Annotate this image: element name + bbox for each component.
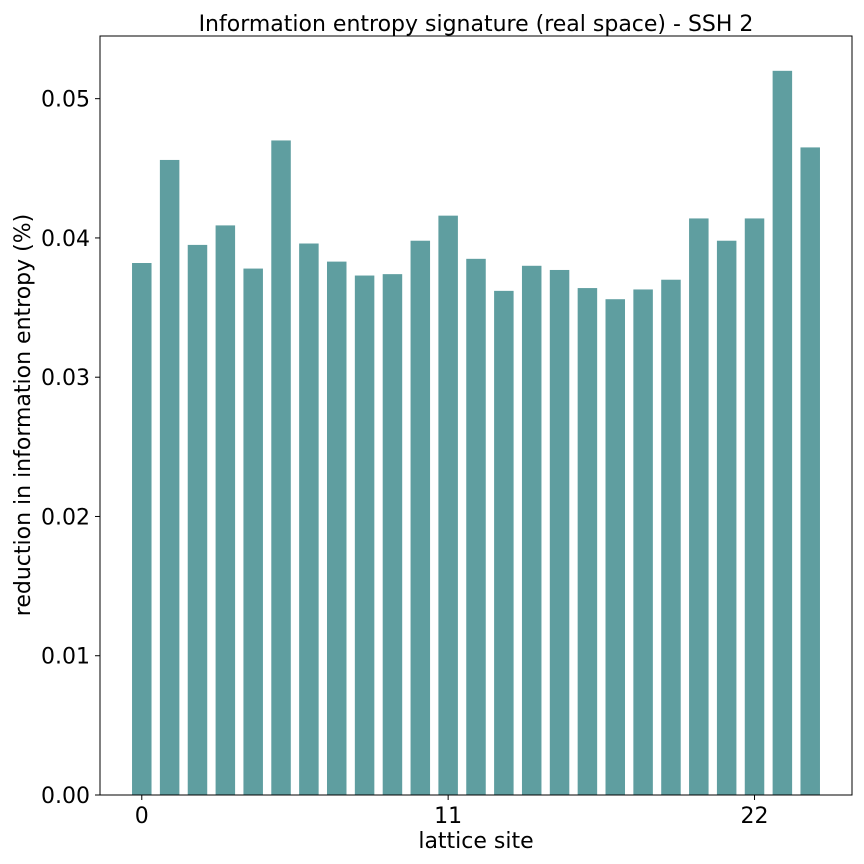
y-tick-label: 0.02 <box>41 505 90 530</box>
y-axis-ticks: 0.00 0.01 0.02 0.03 0.04 0.05 <box>41 88 100 809</box>
bar-site-4 <box>243 268 263 795</box>
bar-site-1 <box>159 159 180 795</box>
y-tick-label: 0.05 <box>41 88 90 113</box>
x-tick-label: 11 <box>434 804 462 829</box>
bar-site-22 <box>744 218 765 795</box>
x-tick-label: 0 <box>135 804 149 829</box>
bar-site-18 <box>633 289 653 795</box>
y-tick-label: 0.03 <box>41 366 90 391</box>
bar-site-5 <box>271 140 291 795</box>
bar-site-6 <box>299 243 319 795</box>
bar-site-0 <box>132 263 152 795</box>
y-tick-label: 0.01 <box>41 645 90 670</box>
bar-site-14 <box>521 265 542 795</box>
bar-site-16 <box>577 288 598 795</box>
bar-site-23 <box>772 70 793 795</box>
x-axis-title: lattice site <box>418 829 533 854</box>
x-axis-ticks: 0 11 22 <box>135 795 769 829</box>
bar-site-17 <box>605 299 626 795</box>
bar-site-9 <box>382 274 403 795</box>
y-tick-label: 0.04 <box>41 227 90 252</box>
bar-site-10 <box>410 240 431 796</box>
bar-site-19 <box>661 279 681 796</box>
bar-site-13 <box>494 290 514 795</box>
bar-site-3 <box>215 225 236 795</box>
bar-site-20 <box>689 218 709 795</box>
y-tick-label: 0.00 <box>41 784 90 809</box>
bar-site-2 <box>187 244 208 795</box>
bar-site-15 <box>549 269 570 796</box>
y-axis-title: reduction in information entropy (%) <box>11 214 36 616</box>
bar-site-8 <box>354 275 375 795</box>
plot-frame <box>99 35 853 796</box>
bar-site-11 <box>438 215 458 795</box>
x-tick-label: 22 <box>741 804 769 829</box>
bar-site-24 <box>800 147 820 795</box>
bar-site-7 <box>326 261 347 795</box>
bars-group <box>132 70 820 796</box>
chart-title: Information entropy signature (real spac… <box>199 12 754 37</box>
bar-site-21 <box>716 240 737 796</box>
bar-site-12 <box>466 258 486 796</box>
